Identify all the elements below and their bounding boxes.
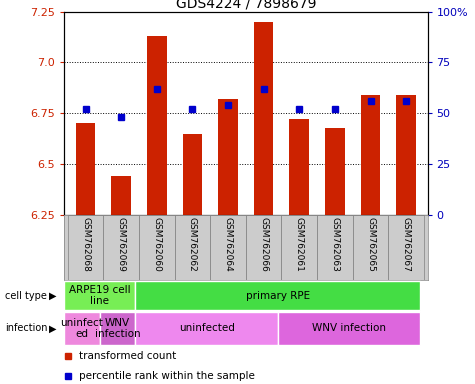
Bar (135, 312, 278, 345)
Bar (361, 95, 380, 215)
Text: GSM762061: GSM762061 (295, 217, 304, 272)
Bar (139, 215, 175, 280)
Bar (281, 215, 317, 280)
Text: WNV
infection: WNV infection (95, 318, 141, 339)
Bar (64, 281, 135, 310)
Bar (389, 215, 424, 280)
Text: GSM762068: GSM762068 (81, 217, 90, 272)
Bar (67, 215, 104, 280)
Bar (352, 215, 389, 280)
Text: transformed count: transformed count (79, 351, 176, 361)
Text: GSM762069: GSM762069 (117, 217, 125, 272)
Text: GSM762067: GSM762067 (402, 217, 410, 272)
Bar (76, 123, 95, 215)
Bar (175, 215, 210, 280)
Bar (317, 215, 352, 280)
Bar (278, 312, 420, 345)
Bar (289, 119, 309, 215)
Bar (210, 215, 246, 280)
Text: infection: infection (5, 323, 47, 333)
Text: uninfect
ed: uninfect ed (60, 318, 104, 339)
Bar (396, 95, 416, 215)
Text: percentile rank within the sample: percentile rank within the sample (79, 371, 255, 381)
Bar (104, 215, 139, 280)
Bar (100, 312, 135, 345)
Title: GDS4224 / 7898679: GDS4224 / 7898679 (176, 0, 316, 10)
Text: ARPE19 cell
line: ARPE19 cell line (69, 285, 131, 306)
Bar (325, 127, 345, 215)
Bar (246, 215, 282, 280)
Text: uninfected: uninfected (179, 323, 235, 333)
Text: GSM762062: GSM762062 (188, 217, 197, 272)
Bar (254, 22, 274, 215)
Text: GSM762064: GSM762064 (224, 217, 232, 272)
Text: GSM762066: GSM762066 (259, 217, 268, 272)
Text: GSM762065: GSM762065 (366, 217, 375, 272)
Text: ▶: ▶ (48, 323, 56, 333)
Bar (64, 312, 100, 345)
Bar (147, 36, 167, 215)
Text: GSM762060: GSM762060 (152, 217, 161, 272)
Bar (218, 99, 238, 215)
Text: cell type: cell type (5, 291, 47, 301)
Bar (111, 176, 131, 215)
Bar (182, 134, 202, 215)
Text: WNV infection: WNV infection (312, 323, 386, 333)
Text: GSM762063: GSM762063 (331, 217, 339, 272)
Bar (135, 281, 420, 310)
Text: ▶: ▶ (48, 291, 56, 301)
Text: primary RPE: primary RPE (246, 291, 310, 301)
